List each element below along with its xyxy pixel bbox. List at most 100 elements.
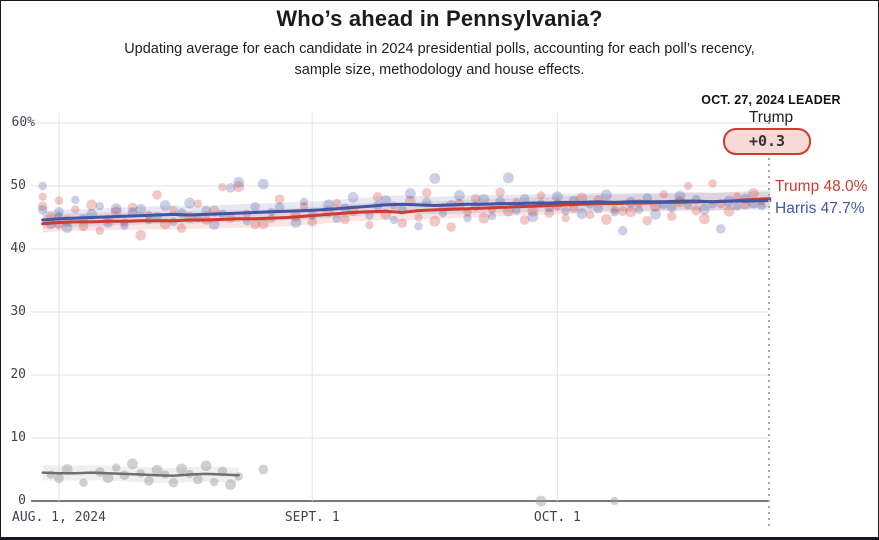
- x-tick-label: SEPT. 1: [284, 510, 340, 525]
- kennedy-poll-dot: [151, 464, 163, 476]
- harris-poll-dot: [159, 200, 171, 211]
- x-tick-label: AUG. 1, 2024: [12, 510, 106, 525]
- trump-poll-dot: [421, 188, 432, 198]
- trump-poll-dot: [257, 218, 269, 230]
- kennedy-poll-dot: [168, 477, 179, 488]
- trump-poll-dot: [397, 218, 407, 228]
- harris-poll-dot: [478, 193, 490, 205]
- trump-poll-dot: [561, 213, 570, 223]
- trump-poll-dot: [95, 226, 105, 235]
- harris-poll-dot: [600, 189, 612, 201]
- harris-poll-dot: [699, 203, 710, 215]
- trump-poll-dot: [470, 193, 481, 204]
- harris-poll-dot: [414, 222, 423, 231]
- kennedy-poll-dot: [535, 495, 547, 507]
- subtitle-line-2: sample size, methodology and house effec…: [294, 62, 585, 78]
- harris-poll-dot: [715, 224, 726, 234]
- kennedy-poll-dot: [610, 496, 619, 506]
- trump-poll-dot: [699, 213, 710, 225]
- trump-final-label: Trump 48.0%: [775, 178, 868, 195]
- trump-poll-dot: [544, 208, 554, 218]
- y-tick-label: 60%: [11, 115, 35, 130]
- trump-poll-dot: [340, 214, 350, 225]
- harris-poll-dot: [61, 222, 73, 233]
- harris-poll-dot: [380, 195, 392, 206]
- trump-poll-dot: [233, 181, 245, 193]
- leader-margin-badge: +0.3: [723, 128, 811, 155]
- harris-poll-dot: [732, 202, 742, 211]
- harris-poll-dot: [347, 191, 359, 203]
- trump-poll-dot: [585, 210, 595, 220]
- trump-poll-dot: [600, 213, 612, 225]
- trump-poll-dot: [691, 205, 702, 216]
- y-tick-label: 20: [10, 367, 26, 382]
- harris-poll-dot: [429, 173, 441, 184]
- y-tick-label: 0: [18, 493, 26, 508]
- trump-poll-dot: [519, 215, 530, 225]
- harris-poll-dot: [110, 203, 122, 215]
- trump-poll-dot: [38, 192, 47, 201]
- harris-poll-dot: [208, 219, 220, 230]
- trump-poll-dot: [218, 183, 227, 192]
- trump-poll-dot: [372, 191, 383, 202]
- harris-trend-line: [41, 199, 772, 222]
- kennedy-poll-dot: [79, 478, 88, 487]
- harris-final-label: Harris 47.7%: [775, 200, 865, 217]
- trump-poll-dot: [299, 201, 309, 211]
- kennedy-poll-dot: [127, 458, 138, 470]
- y-tick-label: 40: [10, 241, 26, 256]
- harris-poll-dot: [225, 183, 236, 193]
- trump-poll-dot: [169, 205, 178, 215]
- harris-poll-dot: [37, 205, 48, 215]
- trump-poll-dot: [617, 206, 628, 216]
- harris-poll-dot: [561, 207, 570, 216]
- harris-poll-dot: [453, 190, 465, 201]
- trump-poll-dot: [610, 205, 619, 215]
- trump-poll-dot: [135, 229, 147, 241]
- harris-poll-dot: [389, 215, 399, 225]
- harris-poll-dot: [54, 207, 64, 217]
- harris-poll-dot: [332, 214, 341, 223]
- trump-poll-dot: [748, 188, 759, 199]
- trump-poll-dot: [576, 192, 588, 204]
- harris-poll-dot: [487, 212, 497, 221]
- trump-poll-dot: [732, 192, 742, 201]
- trump-poll-dot: [365, 220, 374, 230]
- trump-poll-dot: [127, 202, 138, 213]
- y-tick-label: 10: [10, 430, 26, 445]
- kennedy-poll-dot: [176, 463, 187, 475]
- harris-poll-dot: [120, 221, 129, 230]
- trump-poll-dot: [37, 201, 48, 211]
- trump-poll-dot: [414, 213, 423, 222]
- trump-poll-dot: [683, 181, 693, 191]
- harris-poll-dot: [634, 205, 644, 215]
- harris-poll-dot: [135, 203, 147, 215]
- harris-poll-dot: [95, 201, 105, 211]
- trump-poll-dot: [71, 205, 80, 214]
- trump-poll-dot: [495, 187, 505, 198]
- harris-poll-dot: [617, 225, 628, 236]
- kennedy-poll-dot: [144, 476, 154, 486]
- y-tick-label: 30: [10, 304, 26, 319]
- harris-poll-dot: [184, 197, 196, 209]
- harris-poll-dot: [290, 217, 302, 228]
- trump-poll-dot: [250, 219, 260, 230]
- trump-poll-dot: [659, 189, 668, 199]
- trump-poll-dot: [193, 199, 203, 208]
- leader-name: Trump: [748, 109, 794, 126]
- trump-poll-dot: [274, 194, 285, 205]
- trump-poll-dot: [478, 212, 490, 224]
- kennedy-poll-dot: [225, 479, 236, 491]
- trump-poll-dot: [429, 215, 441, 227]
- harris-poll-dot: [250, 201, 260, 212]
- harris-poll-dot: [463, 213, 472, 223]
- x-tick-label: OCT. 1: [533, 510, 581, 525]
- trump-poll-dot: [110, 206, 122, 218]
- trump-poll-dot: [708, 179, 717, 188]
- harris-poll-dot: [551, 191, 563, 203]
- kennedy-poll-dot: [54, 473, 64, 484]
- subtitle-line-1: Updating average for each candidate in 2…: [124, 41, 755, 57]
- kennedy-poll-dot: [258, 464, 269, 475]
- trump-poll-dot: [723, 205, 735, 217]
